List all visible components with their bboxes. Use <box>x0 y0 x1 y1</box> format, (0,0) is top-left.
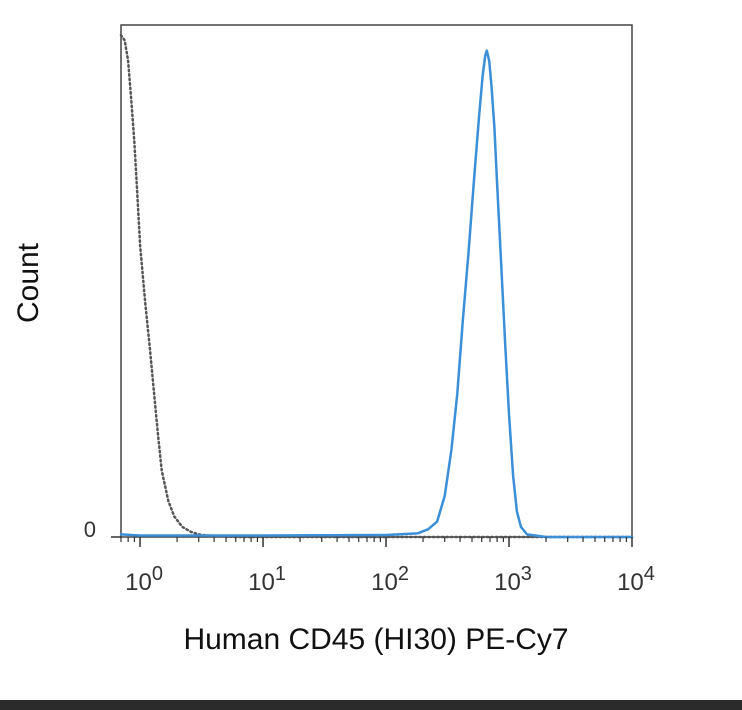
series-line-dotted <box>119 33 634 539</box>
bottom-bar <box>0 700 742 710</box>
y-axis-label: Count <box>12 242 45 323</box>
x-tick-label: 103 <box>494 563 532 596</box>
x-tick-label: 101 <box>248 563 286 596</box>
plot-frame <box>120 24 633 538</box>
y-axis-ticks: 0 <box>84 517 121 542</box>
series-layer <box>119 33 634 539</box>
y-tick-label: 0 <box>84 517 96 542</box>
x-axis-tick-labels: 100 101 102 103 104 <box>125 563 655 596</box>
x-axis-ticks <box>120 537 633 547</box>
series-line-solid <box>119 49 634 539</box>
x-tick-label: 100 <box>125 563 163 596</box>
x-axis-label: Human CD45 (HI30) PE-Cy7 <box>183 623 568 656</box>
x-tick-label: 102 <box>371 563 409 596</box>
x-tick-label: 104 <box>617 563 655 596</box>
